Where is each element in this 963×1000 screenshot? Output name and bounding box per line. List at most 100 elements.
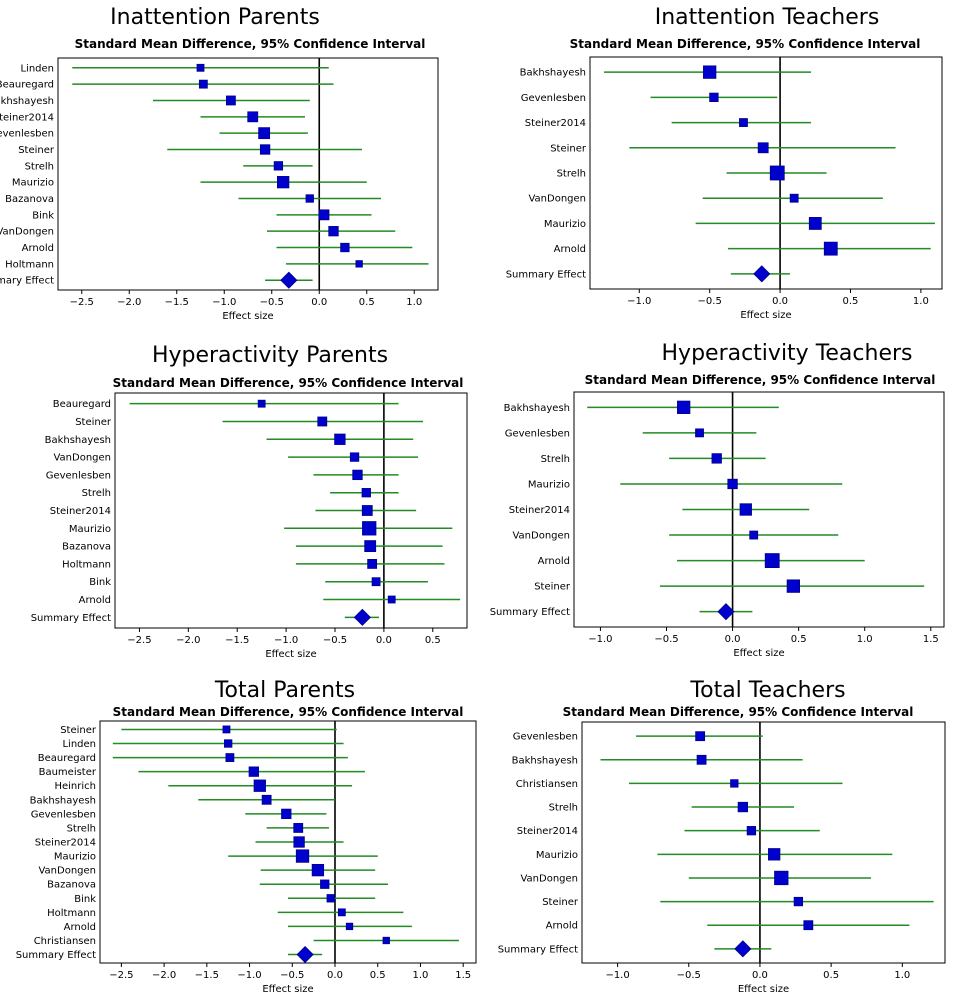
summary-diamond [353,608,371,626]
plot-frame [589,56,943,290]
x-tick-label: 0.0 [752,970,768,981]
effect-marker [355,260,363,268]
x-tick-label: 0.5 [823,970,839,981]
x-tick-label: 0.5 [370,970,386,981]
x-tick-label: −0.5 [698,296,722,307]
effect-marker [276,176,290,189]
study-label: Steiner2014 [525,118,586,129]
chart-title: Total Teachers [689,678,845,703]
chart-subtitle: Standard Mean Difference, 95% Confidence… [563,705,914,719]
study-label: Linden [62,739,96,750]
x-tick-label: −1.0 [627,296,651,307]
effect-marker [334,433,346,445]
study-label: Bazanova [62,542,111,553]
x-tick-label: −0.5 [280,970,304,981]
effect-marker [305,194,314,203]
study-label: Steiner2014 [50,506,111,517]
effect-marker [248,766,259,777]
x-tick-label: 0.5 [843,296,859,307]
study-label: Beauregard [38,753,96,764]
chart-subtitle: Standard Mean Difference, 95% Confidence… [585,373,936,387]
x-tick-label: 0.5 [359,297,375,308]
effect-marker [387,595,396,604]
study-label: VanDongen [520,873,578,884]
effect-marker [774,870,789,886]
study-label: VanDongen [512,531,570,542]
x-tick-label: −2.5 [109,970,133,981]
effect-marker [703,65,717,79]
effect-marker [361,505,373,516]
study-label: VanDongen [528,194,586,205]
chart-title: Total Parents [214,678,355,703]
plot-frame [114,392,468,629]
study-label: Strelh [557,169,586,180]
effect-marker [746,826,757,836]
effect-marker [261,794,272,805]
effect-marker [345,922,354,931]
effect-marker [326,894,335,903]
study-label: Bink [89,577,111,588]
summary-diamond [296,945,314,964]
effect-marker [727,478,738,490]
study-label: VanDongen [53,453,111,464]
x-tick-label: 0.0 [327,970,343,981]
effect-marker [362,521,377,536]
study-label: Gevenlesben [46,470,111,481]
effect-marker [808,217,822,230]
study-label: Steiner [542,897,579,908]
effect-marker [382,936,390,945]
x-tick-label: −0.5 [677,970,701,981]
x-tick-label: 0.0 [725,634,741,645]
x-tick-label: −2.5 [70,297,94,308]
effect-marker [293,836,305,848]
plot-frame [99,720,477,964]
summary-label: Summary Effect [498,944,578,955]
summary-diamond [717,603,735,621]
effect-marker [677,400,691,414]
x-axis-label: Effect size [222,311,273,322]
study-label: Christiansen [34,936,96,947]
x-tick-label: −1.5 [165,297,189,308]
study-label: Heinrich [54,781,96,792]
effect-marker [757,142,769,154]
effect-marker [258,127,271,140]
x-tick-label: −1.0 [237,970,261,981]
effect-marker [768,848,781,861]
x-tick-label: −2.0 [117,297,141,308]
plot-frame [573,391,945,628]
effect-marker [739,503,752,516]
effect-marker [224,739,233,748]
study-label: Arnold [64,922,96,933]
study-label: Gevenlesben [521,93,586,104]
effect-marker [281,808,292,820]
study-label: VanDongen [38,866,96,877]
study-label: Maurizio [544,219,586,230]
study-label: Bakhshayesh [0,96,54,107]
study-label: Bazanova [47,880,96,891]
x-tick-label: −1.0 [605,970,629,981]
effect-marker [349,452,360,462]
effect-marker [739,118,748,127]
study-label: Arnold [79,595,111,606]
x-tick-label: −2.0 [176,635,200,646]
x-tick-label: 1.0 [913,296,929,307]
study-label: Steiner2014 [509,505,570,516]
effect-marker [367,559,378,569]
effect-marker [764,553,780,568]
effect-marker [320,879,330,889]
study-label: Maurizio [12,178,54,189]
chart-title: Inattention Parents [110,5,320,30]
effect-marker [295,849,310,863]
study-label: Arnold [554,244,586,255]
effect-marker [340,242,350,253]
study-label: Arnold [546,921,578,932]
x-tick-label: −0.5 [654,634,678,645]
study-label: Maurizio [528,479,570,490]
x-tick-label: −1.0 [274,635,298,646]
study-label: Strelh [67,823,96,834]
study-label: Gevenlesben [513,732,578,743]
study-label: Bink [32,210,54,221]
effect-marker [257,399,266,408]
study-label: Arnold [538,556,570,567]
x-tick-label: −1.5 [225,635,249,646]
